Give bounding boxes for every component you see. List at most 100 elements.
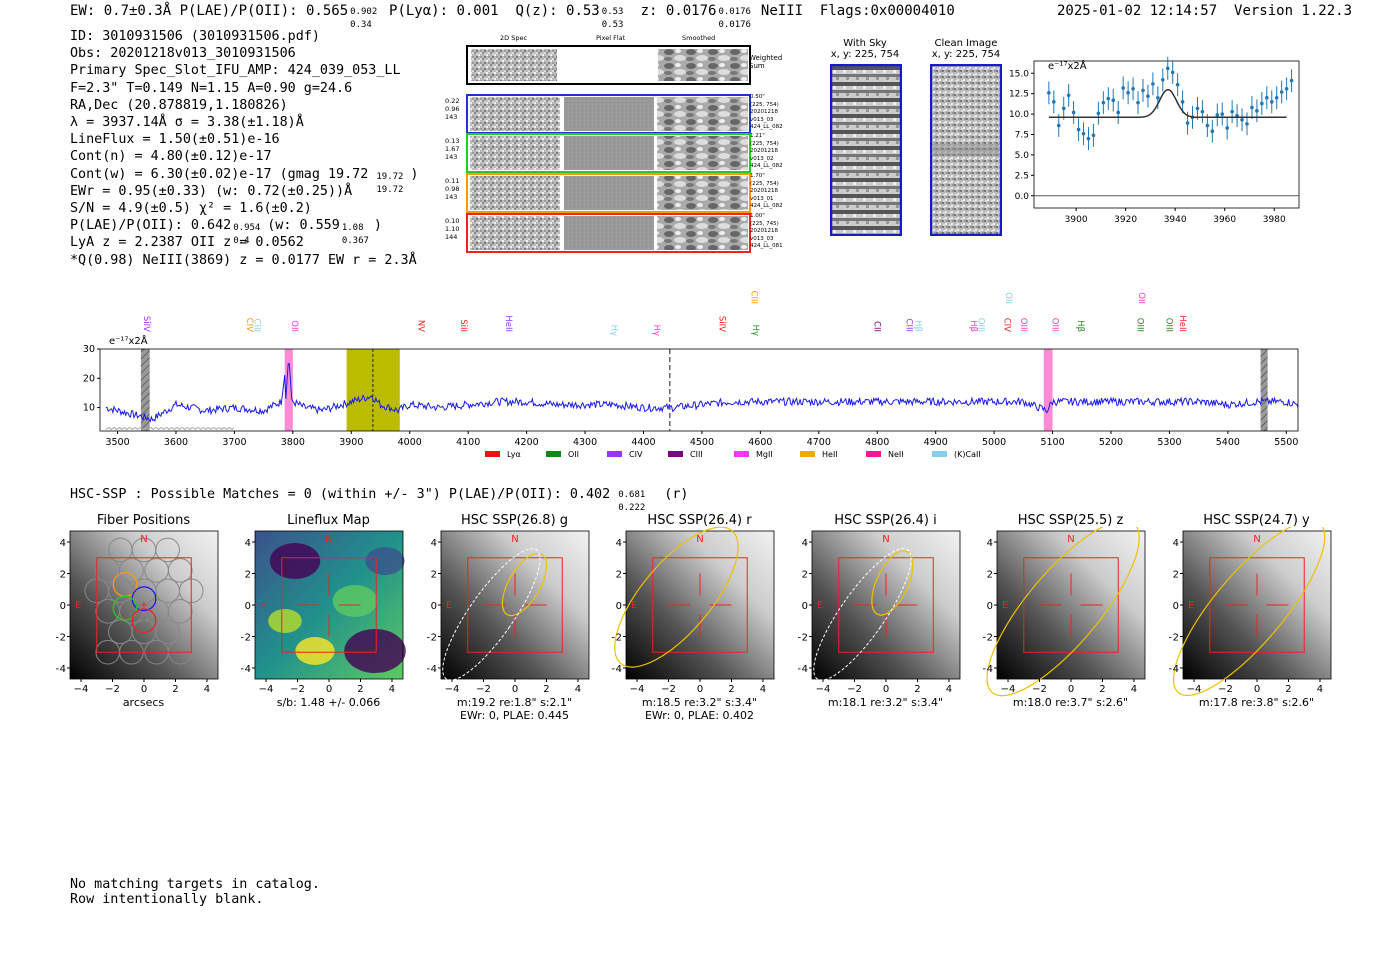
spectrum-xtick-label: 4400 <box>631 437 655 448</box>
spectrum-xtick-label: 4700 <box>807 437 831 448</box>
spectrum-ytick-label: 10 <box>83 403 95 414</box>
hsc-panel-title: HSC SSP(26.4) i <box>834 513 937 528</box>
spectrum-xtick-label: 5500 <box>1274 437 1298 448</box>
galaxy-ellipse <box>1172 527 1326 697</box>
hsc-panel-foot: m:18.0 re:3.7" s:2.6" <box>1012 696 1129 709</box>
info-radec: RA,Dec (20.878819,1.180826) <box>70 97 288 113</box>
zoom-data-point <box>1200 109 1205 114</box>
compass-north: N <box>325 534 332 545</box>
info-plae: P(LAE)/P(OII): 0.642 0.954 0.4 (w: 0.559 1.0… <box>70 218 382 247</box>
spectrum-line-label: Hγ <box>608 325 618 336</box>
spectrum-highlight-hatched <box>1260 349 1268 431</box>
zoom-data-point <box>1175 82 1180 87</box>
spectrum-ytick-label: 20 <box>83 373 95 384</box>
panel-ytick-label: −2 <box>241 632 251 643</box>
zoom-data-point <box>1255 109 1259 113</box>
fiber-circle <box>155 619 180 645</box>
panel-ytick-label: −4 <box>798 664 808 675</box>
zoom-data-point <box>1156 95 1160 100</box>
compass-north: N <box>696 534 703 545</box>
zoom-data-point <box>1284 86 1289 91</box>
panel-xtick-label: −2 <box>661 684 676 695</box>
fiber-highlight <box>112 595 138 621</box>
zoom-data-point <box>1240 118 1244 122</box>
panel-xtick-label: 2 <box>914 684 920 695</box>
zoom-ytick-label: 12.5 <box>1010 90 1029 100</box>
zoom-data-point <box>1151 82 1155 86</box>
zoom-data-point <box>1091 133 1096 138</box>
fiber-circle <box>119 598 144 624</box>
spectrum-frame <box>99 348 1299 432</box>
zoom-ytick-label: 10.0 <box>1010 110 1029 120</box>
compass-east: E <box>1002 600 1008 611</box>
info-ewr: EWr = 0.95(±0.33) (w: 0.72(±0.25))Å <box>70 183 353 199</box>
cutout-row4-left: 0.10 1.10 144 <box>445 217 460 241</box>
spectrum-line-label: CIV <box>1002 318 1012 332</box>
spectrum-xtick-label: 4300 <box>573 437 597 448</box>
panel-ytick-label: 2 <box>802 570 808 581</box>
zoom-frame <box>1033 60 1300 209</box>
legend-swatch <box>607 451 622 457</box>
panel-ytick-label: 2 <box>616 570 622 581</box>
panel-xtick-label: −4 <box>816 684 831 695</box>
panel-ytick-label: −2 <box>612 632 622 643</box>
footer-note: No matching targets in catalog. Row inte… <box>70 877 320 907</box>
legend-swatch <box>546 451 561 457</box>
zoom-data-point <box>1165 66 1170 71</box>
compass-north: N <box>1067 534 1074 545</box>
spectrum-xtick-label: 3600 <box>164 437 188 448</box>
compass-east: E <box>446 600 452 611</box>
hsc-panel-image: N E −4 −4 −2 −2 0 0 2 2 4 4 <box>612 527 775 695</box>
header-summary: EW: 0.7±0.3Å P(LAE)/P(OII): 0.565 0.902 … <box>70 3 955 30</box>
zoom-unit-label: e⁻¹⁷x2Å <box>1048 61 1087 72</box>
sky-cutout <box>441 531 589 679</box>
zoom-data-point <box>1225 126 1229 130</box>
galaxy-ellipse <box>501 552 548 617</box>
galaxy-ellipse-dashed <box>813 548 912 681</box>
zoom-data-point <box>1269 100 1274 104</box>
compass-north: N <box>882 534 889 545</box>
legend-label: CIV <box>629 450 643 459</box>
legend-label: CIII <box>690 450 703 459</box>
detection-info: ID: 3010931506 (3010931506.pdf) Obs: 202… <box>70 28 418 269</box>
compass-east: E <box>260 600 266 611</box>
spectrum-line-label: CIII <box>251 319 261 332</box>
fiber-circle <box>119 558 144 583</box>
spectrum-line-label: OII <box>1003 292 1013 304</box>
zoom-ytick-label: 2.5 <box>1015 171 1029 181</box>
spectrum-xtick-label: 5200 <box>1099 437 1123 448</box>
spectrum-xtick-label: 3800 <box>281 437 305 448</box>
panel-xtick-label: 4 <box>1317 684 1323 695</box>
zoom-data-point <box>1052 100 1056 104</box>
cutout-row1-right: 0.50" (225, 754) 20201218 v013_03 424_LL_082 <box>750 94 783 131</box>
spectrum-line-label: HeII <box>503 315 513 332</box>
panel-ytick-label: 4 <box>245 538 251 549</box>
zoom-data-point <box>1121 86 1125 90</box>
lineflux-blob <box>344 629 406 673</box>
panel-ytick-label: −4 <box>56 664 66 675</box>
panel-ytick-label: 0 <box>802 601 808 612</box>
panel-xtick-label: 0 <box>697 684 703 695</box>
spectrum-line-label: CIII <box>904 319 914 332</box>
aperture-box <box>1023 557 1119 653</box>
zoom-data-point <box>1141 88 1145 93</box>
spectrum-highlight-pink <box>1043 349 1053 431</box>
zoom-data-point <box>1205 123 1210 128</box>
panel-xtick-label: −2 <box>1218 684 1233 695</box>
panel-xtick-label: 0 <box>1254 684 1260 695</box>
compass-east: E <box>75 600 81 611</box>
hsc-panel-image: + N E −4 −4 −2 −2 0 0 2 2 4 4 <box>56 530 219 695</box>
spectrum-highlight-hatched <box>140 349 150 431</box>
aperture-box <box>838 557 934 653</box>
zoom-xtick-label: 3960 <box>1213 215 1236 225</box>
panel-ytick-label: −4 <box>427 664 437 675</box>
cutout-title-pixelflat: Pixel Flat <box>596 34 626 42</box>
footer-line2: Row intentionally blank. <box>70 892 264 907</box>
panel-xtick-label: −4 <box>1187 684 1202 695</box>
zoom-data-point <box>1066 93 1071 98</box>
panel-ytick-label: 0 <box>616 601 622 612</box>
zoom-data-point <box>1180 100 1185 104</box>
spectrum-line-label: Hβ <box>912 320 922 332</box>
hsc-panel-image: N E −4 −4 −2 −2 0 0 2 2 4 4 <box>1169 527 1332 697</box>
hsc-panel-title: HSC SSP(26.4) r <box>647 513 752 528</box>
